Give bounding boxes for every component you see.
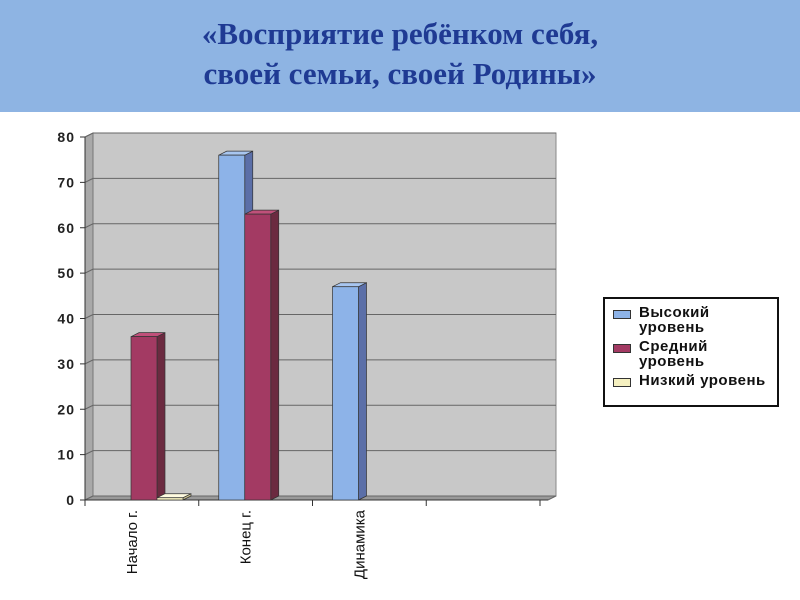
bar bbox=[156, 497, 184, 501]
title-banner bbox=[0, 0, 800, 112]
legend-label-medium: Средний уровень bbox=[639, 338, 708, 370]
legend-label-high: Высокий уровень bbox=[639, 304, 710, 336]
bar bbox=[130, 336, 158, 501]
bar bbox=[218, 154, 246, 501]
gridline bbox=[84, 223, 556, 229]
y-tick-label: 10 bbox=[57, 447, 75, 463]
bar-side bbox=[270, 209, 280, 501]
legend: Высокий уровень Средний уровень Низкий у… bbox=[603, 297, 779, 407]
y-tick-label: 60 bbox=[57, 220, 75, 236]
gridline bbox=[84, 314, 556, 319]
bar bbox=[332, 286, 359, 501]
legend-item-medium: Средний уровень bbox=[613, 339, 769, 369]
gridline bbox=[84, 177, 556, 183]
y-tick-label: 0 bbox=[66, 492, 75, 508]
bar-side bbox=[156, 332, 166, 501]
legend-item-low: Низкий уровень bbox=[613, 373, 769, 388]
y-tick-label: 20 bbox=[57, 401, 75, 417]
legend-label-low: Низкий уровень bbox=[639, 372, 766, 389]
x-tick-label: Начало г. bbox=[124, 510, 141, 574]
y-tick-label: 80 bbox=[57, 129, 75, 145]
x-tick-label: Конец г. bbox=[238, 510, 255, 564]
gridline bbox=[84, 450, 556, 456]
title-line-1: «Восприятие ребёнком себя, bbox=[201, 16, 599, 51]
y-tick-label: 50 bbox=[57, 265, 75, 281]
gridline bbox=[84, 359, 556, 365]
y-tick-label: 30 bbox=[57, 356, 75, 372]
gridline bbox=[84, 268, 556, 274]
gridline bbox=[84, 132, 556, 138]
slide-title: «Восприятие ребёнком себя, своей семьи, … bbox=[0, 14, 800, 94]
legend-item-high: Высокий уровень bbox=[613, 305, 769, 335]
legend-swatch-high bbox=[613, 310, 631, 319]
gridline bbox=[84, 404, 556, 410]
legend-swatch-medium bbox=[613, 344, 631, 353]
title-line-2: своей семьи, своей Родины» bbox=[203, 56, 597, 91]
legend-swatch-low bbox=[613, 378, 631, 387]
x-tick-label: Динамика bbox=[351, 509, 368, 579]
y-tick-label: 40 bbox=[57, 311, 75, 327]
bar-side bbox=[358, 282, 367, 501]
bar bbox=[244, 213, 272, 501]
y-tick-label: 70 bbox=[57, 174, 75, 190]
